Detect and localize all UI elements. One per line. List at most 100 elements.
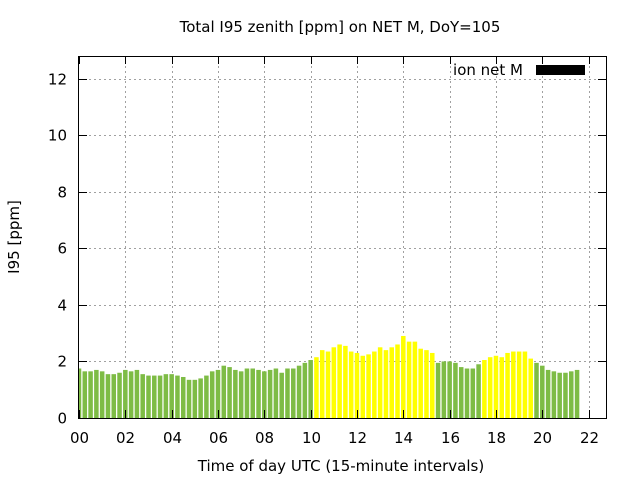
bar	[563, 372, 568, 418]
bar	[105, 374, 111, 418]
x-tick-label: 14	[394, 429, 413, 447]
legend-label: ion net M	[453, 61, 523, 79]
bar	[198, 378, 203, 418]
bar	[528, 358, 533, 418]
bar	[366, 354, 371, 418]
bar	[215, 369, 221, 418]
bar	[238, 371, 244, 418]
bar	[209, 371, 215, 418]
bar	[516, 351, 522, 418]
bar	[441, 361, 447, 418]
bar	[204, 375, 209, 418]
bar	[505, 352, 510, 418]
bar	[262, 371, 267, 418]
bar	[435, 362, 441, 418]
bar	[331, 347, 337, 418]
y-tick-label: 0	[57, 410, 67, 428]
bar	[82, 371, 88, 418]
bar	[128, 371, 134, 418]
x-tick-label: 22	[580, 429, 599, 447]
bar	[88, 371, 93, 418]
bar	[233, 369, 238, 418]
bar	[430, 352, 435, 418]
x-axis-label: Time of day UTC (15-minute intervals)	[197, 457, 484, 475]
bar	[447, 361, 452, 418]
y-axis-label: I95 [ppm]	[5, 200, 23, 274]
plot-frame	[78, 56, 607, 419]
bar	[511, 351, 516, 418]
bar	[180, 376, 186, 418]
bar	[418, 348, 423, 418]
bar	[123, 369, 128, 418]
bar	[360, 355, 366, 418]
bar	[464, 368, 470, 418]
bar	[482, 360, 487, 418]
bar	[227, 367, 232, 418]
bar	[308, 360, 313, 418]
bar	[487, 357, 493, 418]
bar	[470, 368, 476, 418]
bar	[389, 347, 394, 418]
y-tick-label: 12	[48, 71, 67, 89]
grid	[79, 56, 606, 418]
bar	[574, 369, 580, 418]
x-tick-label: 20	[533, 429, 552, 447]
bar	[279, 372, 284, 418]
bar	[267, 369, 273, 418]
bar	[146, 375, 151, 418]
bar	[314, 357, 319, 418]
bar	[453, 362, 458, 418]
legend-swatch	[536, 65, 585, 75]
legend: ion net M	[453, 61, 585, 79]
x-tick-label: 04	[163, 429, 182, 447]
x-tick-label: 18	[487, 429, 506, 447]
x-tick-label: 08	[255, 429, 274, 447]
bar	[383, 350, 389, 419]
bar	[476, 364, 481, 418]
bar	[94, 369, 99, 418]
bar	[244, 368, 250, 418]
bar	[545, 369, 551, 418]
x-tick-label: 10	[302, 429, 321, 447]
bar	[175, 375, 180, 418]
bar	[302, 362, 308, 418]
chart-title: Total I95 zenith [ppm] on NET M, DoY=105	[179, 18, 501, 36]
bar	[273, 368, 279, 418]
x-tick-label: 02	[116, 429, 135, 447]
bar	[343, 345, 348, 418]
bar	[250, 368, 255, 418]
bar	[134, 369, 140, 418]
bars	[79, 335, 580, 419]
bar	[325, 351, 331, 418]
bar	[412, 341, 418, 418]
bar	[406, 341, 412, 418]
bar	[192, 379, 198, 418]
y-tick-label: 6	[57, 240, 67, 258]
bar	[169, 374, 174, 418]
bar	[377, 347, 383, 418]
bar	[493, 355, 499, 418]
bar	[568, 371, 574, 418]
x-tick-label: 00	[70, 429, 89, 447]
bar	[424, 350, 429, 419]
bar	[337, 344, 342, 418]
bar	[534, 362, 539, 418]
bar	[551, 371, 557, 418]
bar	[99, 371, 105, 418]
y-tick-label: 4	[57, 297, 67, 315]
bar	[372, 351, 377, 418]
x-tick-label: 16	[441, 429, 460, 447]
bar	[140, 374, 145, 418]
y-tick-label: 2	[57, 353, 67, 371]
bar	[458, 367, 464, 418]
bar	[221, 365, 227, 418]
bar	[256, 369, 261, 418]
bar	[291, 368, 296, 418]
bar	[348, 351, 354, 418]
bar	[499, 357, 505, 418]
bar	[522, 351, 528, 418]
bar	[79, 368, 82, 418]
bar	[395, 344, 400, 418]
